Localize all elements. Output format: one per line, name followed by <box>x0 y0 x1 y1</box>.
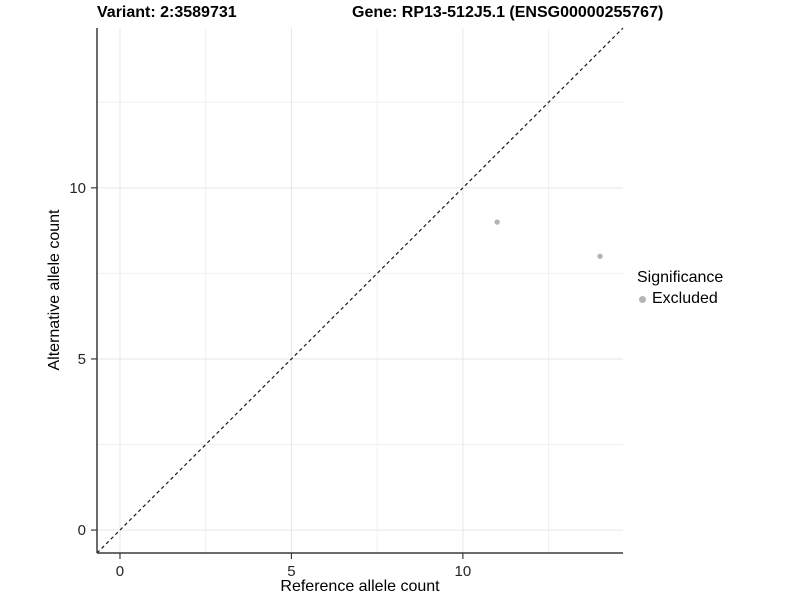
y-tick-label: 0 <box>78 522 86 539</box>
identity-dashed-line <box>96 27 624 554</box>
axis-tick-labels: 0 5 10 0 5 10 <box>69 180 471 580</box>
legend: Significance Excluded <box>637 269 723 308</box>
legend-item-excluded: Excluded <box>637 290 723 308</box>
identity-line-segment <box>96 27 624 554</box>
point-dot-icon <box>639 295 646 303</box>
y-axis-title: Alternative allele count <box>46 209 63 371</box>
y-tick-label: 5 <box>78 351 86 368</box>
x-tick-label: 5 <box>287 563 295 580</box>
axis-tick-marks <box>91 187 464 559</box>
major-gridlines <box>97 28 623 553</box>
y-tick-label: 10 <box>69 180 86 197</box>
plot-title-gene: Gene: RP13-512J5.1 (ENSG00000255767) <box>352 4 664 21</box>
x-tick-label: 0 <box>116 563 124 580</box>
data-point <box>597 253 603 259</box>
data-points <box>494 219 603 259</box>
legend-title: Significance <box>637 269 724 286</box>
data-point <box>494 219 500 225</box>
x-tick-label: 10 <box>455 563 472 580</box>
plot-title-variant: Variant: 2:3589731 <box>97 4 237 21</box>
x-axis-title: Reference allele count <box>280 578 440 595</box>
axis-lines <box>96 28 623 554</box>
minor-gridlines <box>97 28 623 553</box>
legend-item-label: Excluded <box>652 290 718 307</box>
